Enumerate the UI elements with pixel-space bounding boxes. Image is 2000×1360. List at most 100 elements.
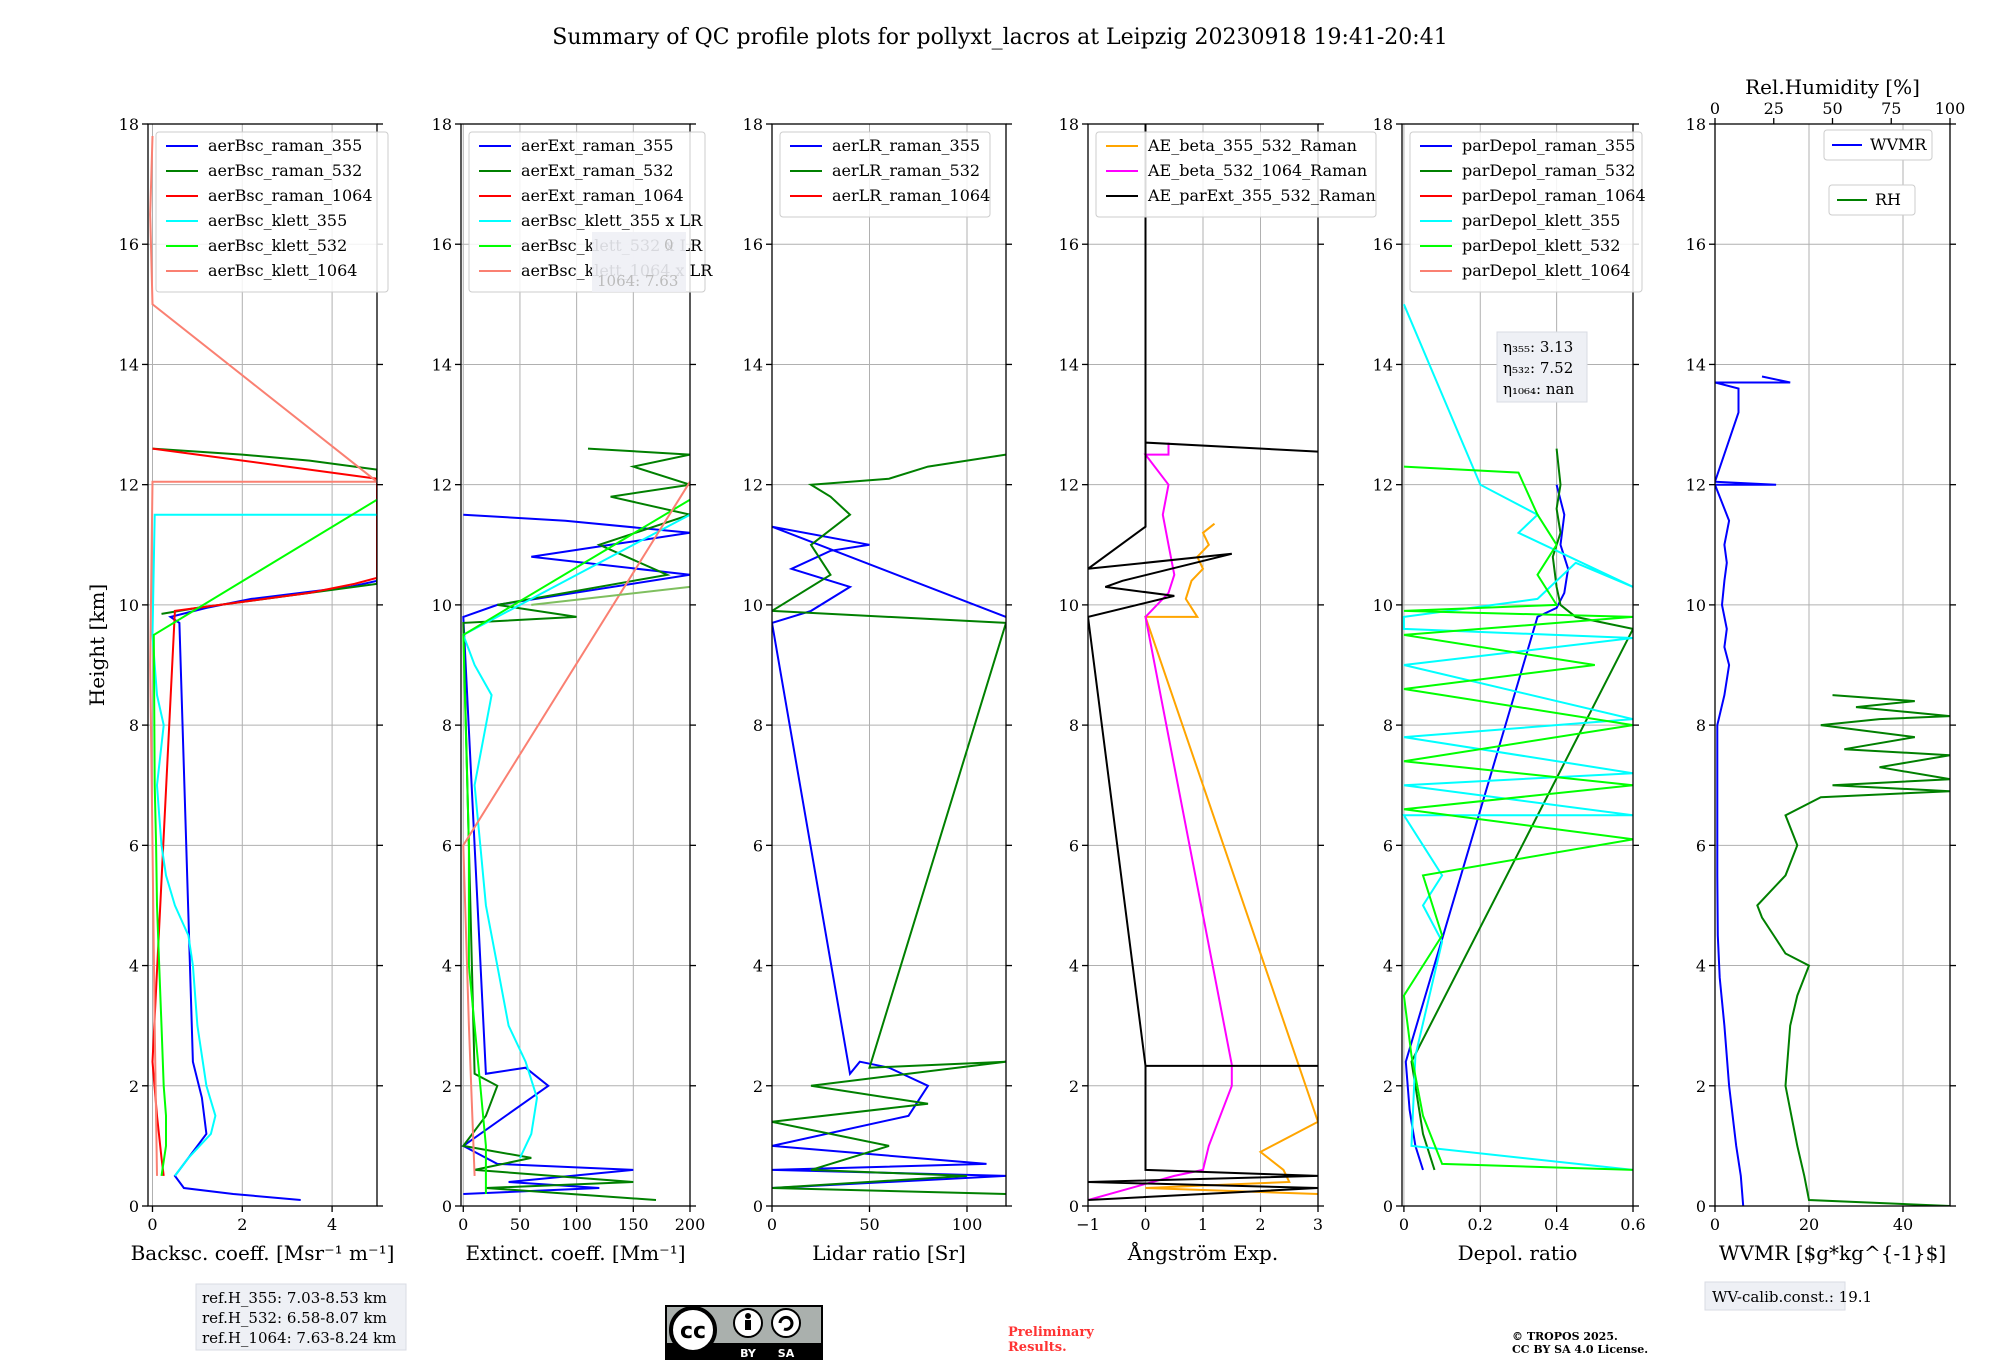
y-tick-label: 16 [119,235,139,254]
y-tick-label: 18 [432,115,452,134]
y-tick-label: 4 [1383,957,1393,976]
y-tick-label: 16 [1373,235,1393,254]
series-line-ae-beta-355-532-raman [1144,522,1318,1195]
legend-label: WVMR [1870,135,1927,154]
y-tick-label: 16 [432,235,452,254]
series-line-aerbsc-klett-532-x-lr [462,498,690,1194]
y-tick-label: 4 [1069,957,1079,976]
series-group [1715,375,1950,1206]
y-tick-label: 4 [129,957,139,976]
legend-label: parDepol_klett_532 [1462,236,1620,255]
x-axis-label: Lidar ratio [Sr] [812,1241,966,1265]
top-tick-label: 100 [1935,99,1966,118]
hidden-box-line2: 1064: 7.63 [597,272,678,290]
y-tick-label: 12 [432,476,452,495]
series-line-aerbsc-klett-1064-x-lr [462,481,690,1176]
legend-box [1828,184,1916,216]
height-axis-label: Height [km] [85,584,109,706]
legend-label: aerBsc_klett_355 [208,211,347,230]
profile-panel-3: 0 2 4 6 8 10 12 14 16 18 0 50 100 Lidar ratio [Sr] aer… [743,115,1012,1265]
refh-box: ref.H_355: 7.03-8.53 km ref.H_532: 6.58-… [195,1283,407,1351]
y-tick-label: 14 [432,355,452,374]
y-tick-label: 6 [129,836,139,855]
series-line-aerlr-raman-355 [772,525,1006,1189]
x-tick-label: 100 [952,1215,983,1234]
y-tick-label: 4 [753,957,763,976]
x-tick-label: 0.4 [1544,1215,1569,1234]
y-tick-label: 2 [1383,1077,1393,1096]
series-line-pardepol-klett-532 [1402,465,1633,1171]
y-tick-label: 14 [743,355,763,374]
y-tick-label: 6 [1383,836,1393,855]
x-axis-label: Backsc. coeff. [Msr⁻¹ m⁻¹] [131,1241,395,1265]
legend-label: aerExt_raman_1064 [521,186,684,205]
legend-box [779,131,991,218]
legend-box [1409,131,1643,293]
refh-355-text: ref.H_355: 7.03-8.53 km [202,1289,387,1307]
eta-532-text: η₅₃₂: 7.52 [1503,359,1573,377]
x-tick-label: 200 [675,1215,706,1234]
y-tick-label: 8 [442,716,452,735]
series-line-unnamed [531,585,690,606]
series-group [1402,303,1633,1171]
y-tick-label: 0 [1696,1197,1706,1216]
hidden-box-line1: 0 [664,236,674,254]
legend-label: aerLR_raman_355 [832,136,980,155]
y-tick-label: 14 [1686,355,1706,374]
legend-label: AE_beta_355_532_Raman [1147,136,1357,155]
x-tick-label: 0.2 [1468,1215,1493,1234]
eta-box: η₃₅₅: 3.13 η₅₃₂: 7.52 η₁₀₆₄: nan [1496,331,1588,403]
y-tick-label: 12 [1373,476,1393,495]
y-tick-label: 4 [1696,957,1706,976]
axes-frame [1401,123,1634,1207]
x-tick-label: 100 [561,1215,592,1234]
y-tick-label: 10 [1686,596,1706,615]
y-tick-label: 8 [129,716,139,735]
x-tick-label: 4 [327,1215,337,1234]
x-axis-label: Extinct. coeff. [Mm⁻¹] [465,1241,685,1265]
y-tick-label: 2 [753,1077,763,1096]
y-tick-label: 6 [1069,836,1079,855]
y-tick-label: 0 [1069,1197,1079,1216]
y-tick-label: 12 [1059,476,1079,495]
series-line-aerbsc-raman-355 [168,579,377,1201]
legend-label: aerBsc_klett_1064 [208,261,357,280]
series-line-aerext-raman-532 [461,447,690,1201]
x-tick-label: 2 [237,1215,247,1234]
y-tick-label: 14 [1059,355,1079,374]
top-tick-label: 50 [1822,99,1842,118]
x-tick-label: 50 [510,1215,530,1234]
series-group [149,135,377,1201]
x-tick-label: 0 [1140,1215,1150,1234]
cc-by-sa-logo: cc BY SA [665,1305,823,1360]
x-tick-label: 2 [1255,1215,1265,1234]
y-tick-label: 2 [1069,1077,1079,1096]
series-line-pardepol-raman-532 [1410,448,1633,1171]
y-tick-label: 8 [1696,716,1706,735]
y-tick-label: 0 [442,1197,452,1216]
x-tick-label: 50 [859,1215,879,1234]
y-tick-label: 18 [743,115,763,134]
wv-calib-box: WV-calib.const.: 19.1 [1704,1281,1872,1311]
legend-box [1095,131,1377,218]
y-tick-label: 8 [1383,716,1393,735]
x-tick-label: 3 [1313,1215,1323,1234]
legend-label: aerBsc_raman_355 [208,136,362,155]
legend-box [155,131,389,293]
series-line-aerext-raman-355 [461,513,690,1195]
y-tick-label: 16 [1059,235,1079,254]
legend-label: aerBsc_klett_355 x LR [521,211,703,230]
x-tick-label: 1 [1198,1215,1208,1234]
y-tick-label: 12 [1686,476,1706,495]
x-axis-label: WVMR [$g*kg^{-1}$] [1719,1241,1946,1265]
legend-label: RH [1875,190,1901,209]
legend-label: aerBsc_raman_532 [208,161,362,180]
x-tick-label: 150 [618,1215,649,1234]
legend-label: parDepol_raman_1064 [1462,186,1646,205]
copyright-line-2: CC BY SA 4.0 License. [1512,1343,1648,1356]
eta-355-text: η₃₅₅: 3.13 [1503,338,1573,356]
series-line-pardepol-klett-355 [1402,303,1633,1171]
y-tick-label: 10 [1373,596,1393,615]
y-tick-label: 6 [1696,836,1706,855]
